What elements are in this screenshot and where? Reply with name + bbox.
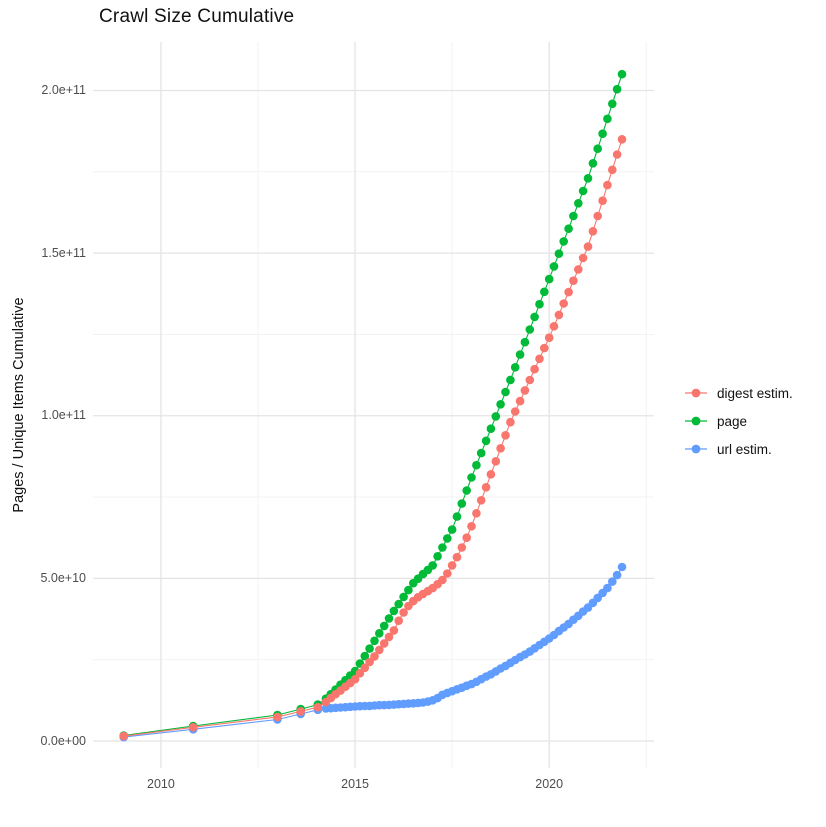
y-tick-label-1.5e+11: 1.5e+11 bbox=[41, 245, 86, 260]
y-tick-label-2.0e+11: 2.0e+11 bbox=[41, 82, 86, 97]
legend-item-digest-estim: digest estim. bbox=[684, 379, 793, 407]
legend-key-page-icon bbox=[685, 416, 707, 426]
x-tick-label-2020: 2020 bbox=[535, 777, 564, 791]
y-tick-label-0.0e+00: 0.0e+00 bbox=[40, 733, 86, 748]
x-tick-label-2010: 2010 bbox=[147, 777, 175, 791]
series-url-estim bbox=[119, 562, 627, 742]
chart-title: Crawl Size Cumulative bbox=[99, 6, 295, 27]
legend-label-digest-estim: digest estim. bbox=[717, 385, 793, 401]
legend: digest estim. page url estim. bbox=[684, 379, 793, 463]
y-tick-label-1.0e+11: 1.0e+11 bbox=[41, 408, 86, 423]
legend-label-url-estim: url estim. bbox=[717, 441, 772, 457]
series-points-digest-estim bbox=[119, 135, 627, 741]
legend-label-page: page bbox=[717, 413, 748, 429]
major-gridlines bbox=[93, 42, 654, 768]
series-digest-estim bbox=[119, 135, 627, 741]
series-line-url-estim bbox=[123, 566, 623, 738]
x-tick-label-2015: 2015 bbox=[341, 777, 369, 791]
series-points-url-estim bbox=[119, 562, 627, 742]
y-tick-label-5.0e+10: 5.0e+10 bbox=[40, 570, 86, 585]
legend-key-url-estim-icon bbox=[685, 444, 707, 454]
legend-key-digest-icon bbox=[685, 388, 707, 398]
legend-item-page: page bbox=[684, 407, 793, 435]
legend-item-url-estim: url estim. bbox=[684, 435, 793, 463]
